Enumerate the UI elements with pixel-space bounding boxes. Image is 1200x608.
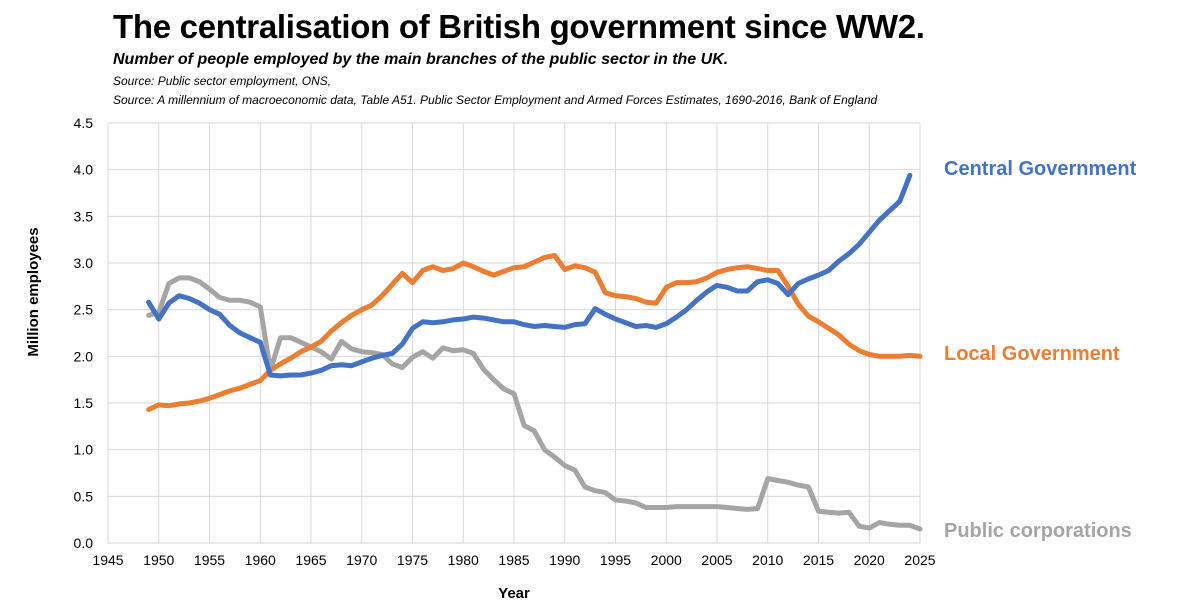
series-line-public-corporations [146,275,923,532]
y-tick-label: 2.5 [74,302,94,318]
y-tick-label: 1.5 [74,395,94,411]
chart-title: The centralisation of British government… [113,8,925,45]
x-tick-label: 1975 [397,552,428,568]
series-label-central-government: Central Government [944,158,1137,180]
x-tick-label: 1970 [346,552,377,568]
series-label-public-corporations: Public corporations [944,520,1132,542]
source-note-ons: Source: Public sector employment, ONS, [113,74,332,88]
x-tick-label: 1985 [498,552,529,568]
x-tick-label: 2025 [904,552,935,568]
x-tick-label: 1980 [448,552,479,568]
x-tick-label: 2020 [854,552,885,568]
x-tick-label: 1965 [295,552,326,568]
y-axis-ticks: 0.0 0.5 1.0 1.5 2.0 2.5 3.0 3.5 4.0 4.5 [74,115,94,551]
x-axis-ticks: 1945 1950 1955 1960 1965 1970 1975 1980 1985 1990… [92,552,935,568]
x-tick-label: 2000 [651,552,682,568]
x-tick-label: 1945 [92,552,123,568]
series-label-local-government: Local Government [944,343,1120,365]
series-labels: Central Government Local Government Public… [944,158,1137,542]
y-tick-label: 3.5 [74,208,94,224]
x-tick-label: 1950 [143,552,174,568]
y-tick-label: 0.5 [74,488,94,504]
y-tick-label: 0.0 [74,535,94,551]
y-tick-label: 4.5 [74,115,94,131]
y-tick-label: 4.0 [74,162,94,178]
y-tick-label: 1.0 [74,442,94,458]
series-lines [146,172,923,532]
x-tick-label: 2010 [752,552,783,568]
x-tick-label: 1990 [549,552,580,568]
x-axis-title: Year [498,585,530,602]
x-tick-label: 2005 [701,552,732,568]
y-tick-label: 2.0 [74,348,94,364]
y-tick-label: 3.0 [74,255,94,271]
y-axis-title: Million employees [25,227,42,356]
x-tick-label: 1960 [245,552,276,568]
source-note-boe: Source: A millennium of macroeconomic da… [113,93,878,107]
series-line-central-government [146,172,913,379]
x-tick-label: 1995 [600,552,631,568]
x-tick-label: 1955 [194,552,225,568]
chart-subtitle: Number of people employed by the main br… [113,51,729,68]
x-tick-label: 2015 [803,552,834,568]
gridlines [107,122,921,544]
